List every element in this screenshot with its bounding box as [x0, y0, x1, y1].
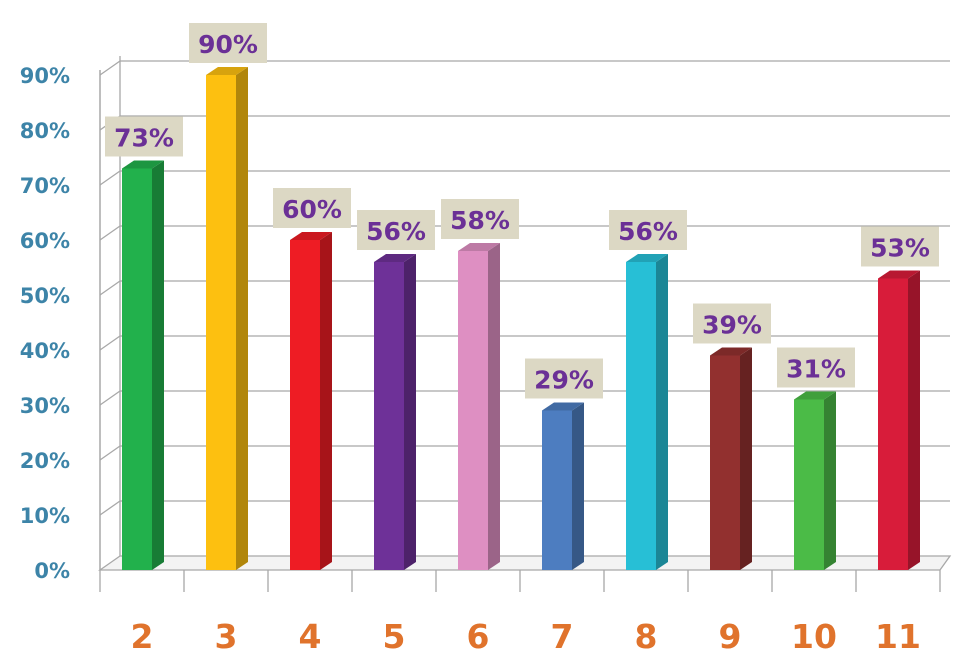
data-label-6: 58% — [441, 199, 519, 239]
data-label-text: 58% — [450, 206, 510, 235]
bar-front — [878, 278, 908, 570]
bar-top — [710, 347, 752, 356]
y-tick-label: 50% — [20, 284, 70, 308]
x-axis-ticks: 2 3 4 5 6 7 8 9 10 11 — [131, 617, 921, 656]
bar-front — [794, 399, 824, 570]
data-label-11: 53% — [861, 226, 939, 267]
y-tick-label: 0% — [34, 559, 70, 583]
bar-side — [572, 402, 584, 570]
bar-top — [626, 254, 668, 262]
bar-side — [236, 67, 248, 570]
y-tick-label: 40% — [20, 339, 70, 363]
data-label-box — [441, 199, 519, 239]
bar-front — [542, 410, 572, 570]
data-label-7: 29% — [525, 358, 603, 399]
bar-front — [122, 168, 152, 570]
data-label-box — [693, 303, 771, 344]
data-label-text: 53% — [870, 234, 930, 263]
bar-6 — [458, 243, 500, 570]
bar-top — [122, 160, 164, 169]
data-label-box — [609, 210, 687, 250]
data-label-text: 31% — [786, 355, 846, 384]
data-label-text: 29% — [534, 366, 594, 395]
bar-top — [374, 254, 416, 262]
bar-10 — [794, 391, 836, 570]
data-label-10: 31% — [777, 347, 855, 388]
data-labels: 73% 90% 60% 56% 58% 29% 56% 39% 31% 53% — [105, 23, 939, 399]
bar-2 — [122, 160, 164, 570]
data-label-3: 90% — [189, 23, 267, 63]
bars — [122, 67, 920, 570]
y-tick-label: 10% — [20, 504, 70, 528]
y-tick-label: 60% — [20, 229, 70, 253]
data-label-9: 39% — [693, 303, 771, 344]
x-tick-label: 3 — [215, 617, 238, 656]
bar-front — [374, 262, 404, 570]
bar-side — [404, 254, 416, 570]
bar-11 — [878, 270, 920, 570]
x-tick-label: 5 — [383, 617, 406, 656]
bar-3 — [206, 67, 248, 570]
bar-7 — [542, 402, 584, 570]
bar-top — [794, 391, 836, 400]
y-tick-label: 70% — [20, 174, 70, 198]
data-label-box — [525, 358, 603, 399]
x-tick-label: 9 — [719, 617, 742, 656]
x-tick-label: 6 — [467, 617, 490, 656]
data-label-box — [189, 23, 267, 63]
bar-side — [656, 254, 668, 570]
data-label-box — [777, 347, 855, 388]
bar-front — [206, 75, 236, 570]
data-label-text: 39% — [702, 311, 762, 340]
bar-front — [290, 240, 320, 570]
bar-4 — [290, 232, 332, 570]
bar-front — [626, 262, 656, 570]
data-label-8: 56% — [609, 210, 687, 250]
x-tick-label: 2 — [131, 617, 154, 656]
x-tick-label: 11 — [875, 617, 921, 656]
data-label-box — [105, 116, 183, 157]
x-tick-label: 4 — [299, 617, 322, 656]
y-axis-ticks: 0% 10% 20% 30% 40% 50% 60% 70% 80% 90% — [20, 64, 70, 583]
bar-top — [458, 243, 500, 251]
y-tick-label: 20% — [20, 449, 70, 473]
bar-front — [458, 251, 488, 570]
data-label-text: 56% — [618, 217, 678, 246]
data-label-box — [273, 188, 351, 228]
data-label-5: 56% — [357, 210, 435, 250]
y-tick-label: 80% — [20, 119, 70, 143]
data-label-text: 60% — [282, 195, 342, 224]
bar-side — [152, 160, 164, 570]
bar-side — [740, 347, 752, 570]
x-tick-label: 7 — [551, 617, 574, 656]
bar-8 — [626, 254, 668, 570]
x-tick-label: 8 — [635, 617, 658, 656]
y-tick-label: 90% — [20, 64, 70, 88]
data-label-text: 73% — [114, 124, 174, 153]
bar-front — [710, 355, 740, 570]
data-label-text: 56% — [366, 217, 426, 246]
bar-top — [542, 402, 584, 411]
bar-9 — [710, 347, 752, 570]
bar-side — [320, 232, 332, 570]
data-label-box — [861, 226, 939, 267]
y-tick-label: 30% — [20, 394, 70, 418]
bar-side — [488, 243, 500, 570]
bar-top — [878, 270, 920, 279]
bar-top — [206, 67, 248, 75]
data-label-4: 60% — [273, 188, 351, 228]
bar-side — [824, 391, 836, 570]
x-tick-label: 10 — [791, 617, 837, 656]
bar-side — [908, 270, 920, 570]
data-label-text: 90% — [198, 30, 258, 59]
data-label-box — [357, 210, 435, 250]
bar-5 — [374, 254, 416, 570]
bar-top — [290, 232, 332, 240]
data-label-2: 73% — [105, 116, 183, 157]
